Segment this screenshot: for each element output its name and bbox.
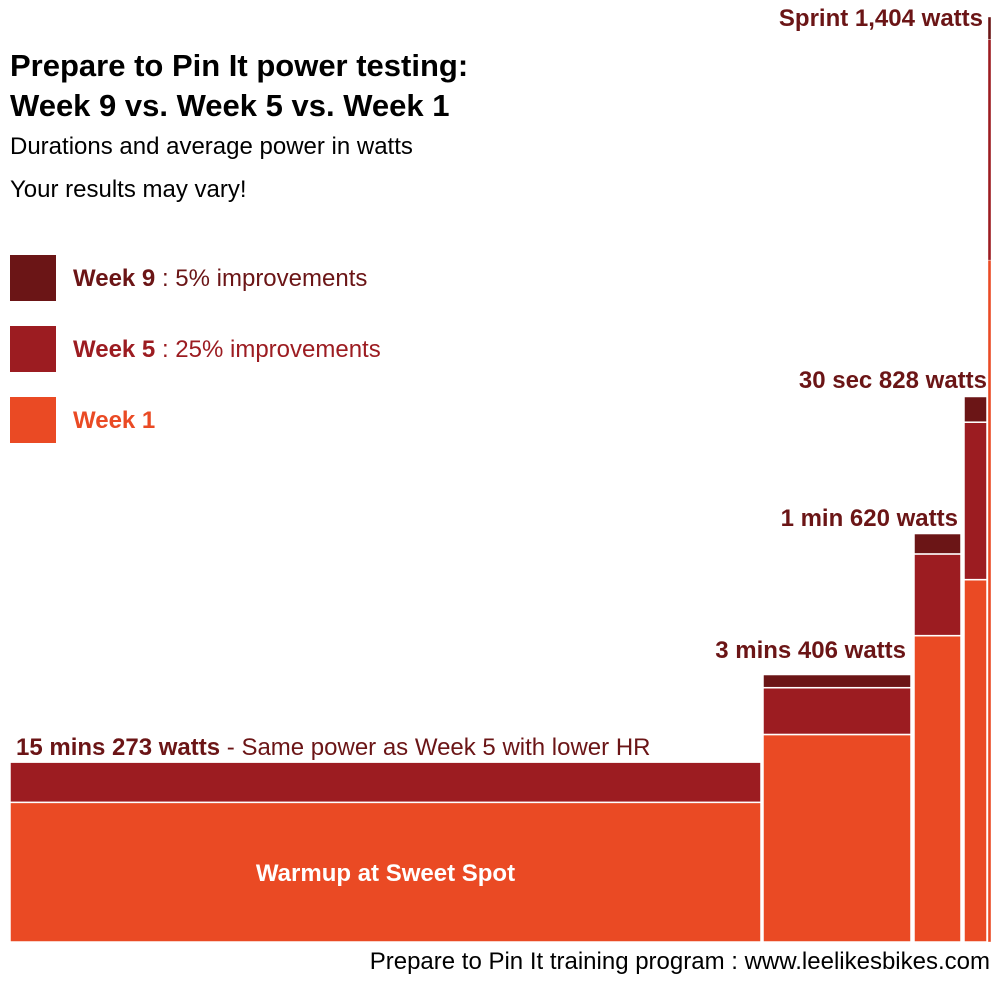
legend-suffix-week-9: : 5% improvements [155,265,368,292]
warmup-inner-label: Warmup at Sweet Spot [256,860,515,887]
data-label-sprint: Sprint 1,404 watts [779,5,983,32]
chart-footer: Prepare to Pin It training program : www… [369,948,990,975]
chart-note: Your results may vary! [10,176,247,203]
bar-30-sec-week-1 [963,578,988,943]
data-label-value-30-sec: 30 sec 828 watts [799,367,987,394]
legend-swatch-week-5 [10,326,56,372]
bar-sprint-week-1 [987,259,992,943]
bar-30-sec-week-9 [963,395,988,423]
bar-3-mins-week-1 [762,733,912,943]
legend-item-week-9: Week 9 : 5% improvements [10,255,610,301]
chart-title: Prepare to Pin It power testing: Week 9 … [10,46,468,126]
legend-swatch-week-9 [10,255,56,301]
bar-1-min-week-9 [913,532,962,555]
data-label-3-mins: 3 mins 406 watts [715,637,906,664]
bar-sprint-week-5 [987,39,992,261]
bar-3-mins-week-9 [762,673,912,689]
chart-title-line-1: Prepare to Pin It power testing: [10,48,469,83]
chart-title-line-2: Week 9 vs. Week 5 vs. Week 1 [10,88,450,123]
bar-15-mins-week-1 [9,801,762,943]
data-label-1-min: 1 min 620 watts [781,505,958,532]
data-label-value-15-mins: 15 mins 273 watts [16,734,220,761]
legend-suffix-week-5: : 25% improvements [155,336,381,363]
data-label-30-sec: 30 sec 828 watts [799,367,987,394]
data-label-value-sprint: Sprint 1,404 watts [779,5,983,32]
bar-3-mins-week-5 [762,686,912,736]
legend-item-week-5: Week 5 : 25% improvements [10,326,610,372]
bar-1-min-week-1 [913,634,962,943]
legend-label-week-9: Week 9 : 5% improvements [73,265,367,293]
legend-name-week-9: Week 9 [73,265,156,292]
bar-15-mins-week-5 [9,761,762,804]
legend-item-week-1: Week 1 [10,397,610,443]
legend-name-week-5: Week 5 [73,336,156,363]
data-label-value-1-min: 1 min 620 watts [781,505,958,532]
chart-subtitle: Durations and average power in watts [10,133,413,160]
legend-label-week-5: Week 5 : 25% improvements [73,336,381,364]
bar-sprint-week-9 [987,16,992,40]
bar-1-min-week-5 [913,553,962,637]
data-label-value-3-mins: 3 mins 406 watts [715,637,906,664]
bar-30-sec-week-5 [963,421,988,581]
legend-label-week-1: Week 1 [73,407,155,435]
legend-name-week-1: Week 1 [73,407,156,434]
data-label-note-15-mins: - Same power as Week 5 with lower HR [220,734,650,761]
data-label-15-mins: 15 mins 273 watts - Same power as Week 5… [16,734,650,761]
legend-swatch-week-1 [10,397,56,443]
